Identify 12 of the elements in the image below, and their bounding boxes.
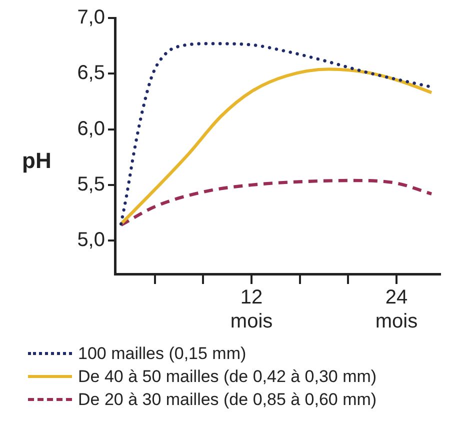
legend-label: De 40 à 50 mailles (de 0,42 à 0,30 mm) xyxy=(78,366,377,386)
legend-label: De 20 à 30 mailles (de 0,85 à 0,60 mm) xyxy=(78,390,377,410)
legend-label: 100 mailles (0,15 mm) xyxy=(78,344,246,364)
x-tick-label: 12 mois xyxy=(230,286,273,333)
x-tick-label: 24 mois xyxy=(375,286,418,333)
y-tick-label: 5,5 xyxy=(77,173,105,196)
y-axis-title: pH xyxy=(22,148,52,174)
y-tick-label: 6,0 xyxy=(77,118,105,140)
y-tick-label: 6,5 xyxy=(77,62,105,84)
y-tick-label: 7,0 xyxy=(77,6,105,29)
y-tick-label: 5,0 xyxy=(77,229,105,252)
line-series xyxy=(119,178,434,227)
